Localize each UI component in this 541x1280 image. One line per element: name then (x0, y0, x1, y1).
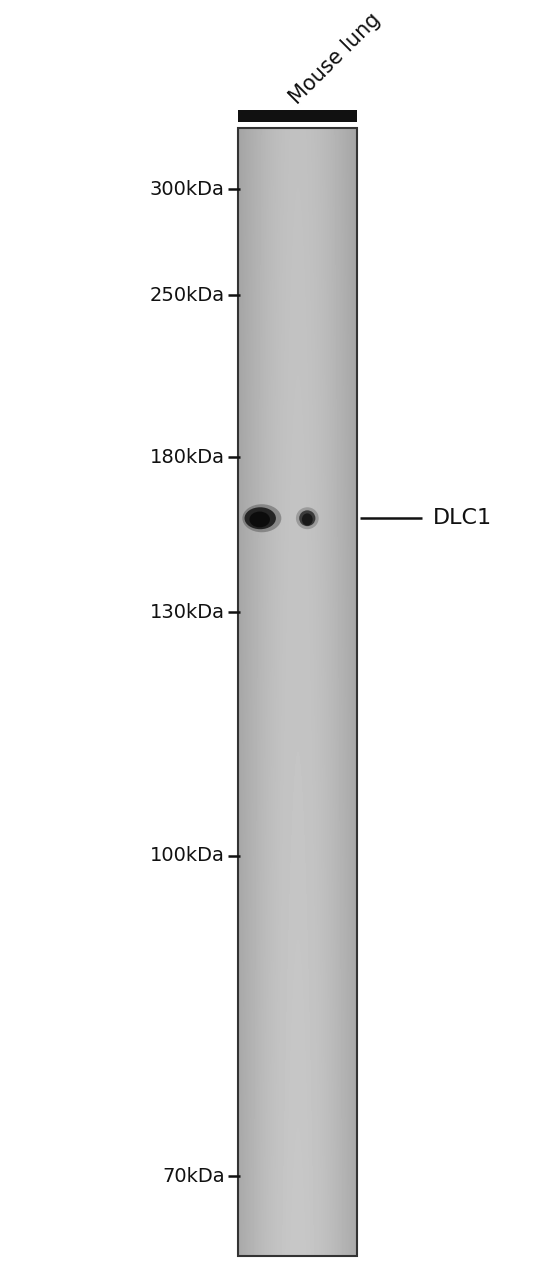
Ellipse shape (249, 512, 270, 527)
Ellipse shape (245, 507, 276, 529)
Ellipse shape (302, 513, 313, 526)
Text: 130kDa: 130kDa (149, 603, 225, 622)
Text: Mouse lung: Mouse lung (286, 9, 385, 108)
Text: 300kDa: 300kDa (150, 179, 225, 198)
Text: 250kDa: 250kDa (149, 285, 225, 305)
Text: 180kDa: 180kDa (149, 448, 225, 467)
Text: 100kDa: 100kDa (150, 846, 225, 865)
Bar (238, 128, 357, 1256)
Ellipse shape (242, 504, 281, 532)
Text: 70kDa: 70kDa (162, 1167, 225, 1185)
Bar (238, 110, 357, 122)
Text: DLC1: DLC1 (433, 508, 492, 529)
Ellipse shape (299, 511, 315, 526)
Ellipse shape (296, 507, 319, 529)
